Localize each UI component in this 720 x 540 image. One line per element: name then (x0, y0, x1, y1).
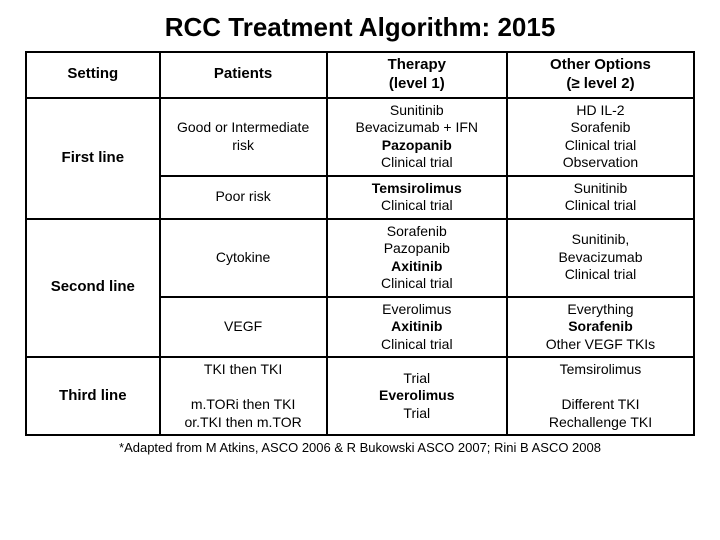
therapy-item: Clinical trial (381, 197, 453, 213)
row-label-second-line: Second line (26, 219, 160, 358)
header-setting: Setting (26, 52, 160, 98)
therapy-item: Sunitinib (390, 102, 444, 118)
therapy-item: Temsirolimus (372, 180, 462, 196)
therapy-item: Everolimus (379, 387, 454, 403)
other-item: Sunitinib, (572, 231, 630, 247)
cell-patients: VEGF (160, 297, 327, 358)
table-row: First line Good or Intermediate risk Sun… (26, 98, 694, 176)
other-item: Clinical trial (565, 266, 637, 282)
row-label-first-line: First line (26, 98, 160, 219)
table-row: Third line TKI then TKI m.TORi then TKI … (26, 357, 694, 435)
page-title: RCC Treatment Algorithm: 2015 (25, 12, 695, 43)
other-item: Sunitinib (574, 180, 628, 196)
table-header-row: Setting Patients Therapy (level 1) Other… (26, 52, 694, 98)
other-item: Temsirolimus (560, 361, 642, 377)
header-therapy-line2: (level 1) (389, 75, 445, 92)
header-therapy: Therapy (level 1) (327, 52, 507, 98)
cell-patients: Good or Intermediate risk (160, 98, 327, 176)
cell-therapy: Trial Everolimus Trial (327, 357, 507, 435)
therapy-item: Trial (403, 405, 430, 421)
header-other: Other Options (≥ level 2) (507, 52, 694, 98)
footnote: *Adapted from M Atkins, ASCO 2006 & R Bu… (25, 440, 695, 455)
treatment-table: Setting Patients Therapy (level 1) Other… (25, 51, 695, 436)
cell-other: Everything Sorafenib Other VEGF TKIs (507, 297, 694, 358)
other-item: Clinical trial (565, 197, 637, 213)
cell-patients: Cytokine (160, 219, 327, 297)
therapy-item: Sorafenib (387, 223, 447, 239)
therapy-item: Pazopanib (382, 137, 452, 153)
therapy-item: Trial (403, 370, 430, 386)
other-item: Rechallenge TKI (549, 414, 652, 430)
other-item: Observation (563, 154, 638, 170)
therapy-item: Axitinib (391, 318, 442, 334)
cell-other: HD IL-2 Sorafenib Clinical trial Observa… (507, 98, 694, 176)
other-item: Everything (567, 301, 633, 317)
header-therapy-line1: Therapy (388, 56, 446, 73)
cell-therapy: Sorafenib Pazopanib Axitinib Clinical tr… (327, 219, 507, 297)
therapy-item: Bevacizumab + IFN (355, 119, 478, 135)
table-row: Second line Cytokine Sorafenib Pazopanib… (26, 219, 694, 297)
cell-therapy: Sunitinib Bevacizumab + IFN Pazopanib Cl… (327, 98, 507, 176)
patients-item: m.TORi then TKI (191, 396, 296, 412)
therapy-item: Axitinib (391, 258, 442, 274)
other-item: Clinical trial (565, 137, 637, 153)
therapy-item: Clinical trial (381, 336, 453, 352)
therapy-item: Pazopanib (384, 240, 450, 256)
cell-therapy: Everolimus Axitinib Clinical trial (327, 297, 507, 358)
patients-item: TKI then TKI (204, 361, 282, 377)
cell-other: Sunitinib Clinical trial (507, 176, 694, 219)
therapy-item: Clinical trial (381, 154, 453, 170)
header-patients: Patients (160, 52, 327, 98)
cell-patients: TKI then TKI m.TORi then TKI or.TKI then… (160, 357, 327, 435)
other-item: Different TKI (561, 396, 639, 412)
cell-other: Sunitinib, Bevacizumab Clinical trial (507, 219, 694, 297)
cell-therapy: Temsirolimus Clinical trial (327, 176, 507, 219)
other-item: Bevacizumab (558, 249, 642, 265)
other-item: Other VEGF TKIs (546, 336, 655, 352)
cell-other: Temsirolimus Different TKI Rechallenge T… (507, 357, 694, 435)
header-other-line2: (≥ level 2) (566, 75, 634, 92)
therapy-item: Clinical trial (381, 275, 453, 291)
header-other-line1: Other Options (550, 56, 651, 73)
other-item: Sorafenib (571, 119, 631, 135)
other-item: Sorafenib (568, 318, 633, 334)
patients-item: or.TKI then m.TOR (184, 414, 301, 430)
cell-patients: Poor risk (160, 176, 327, 219)
row-label-third-line: Third line (26, 357, 160, 435)
other-item: HD IL-2 (576, 102, 624, 118)
therapy-item: Everolimus (382, 301, 451, 317)
